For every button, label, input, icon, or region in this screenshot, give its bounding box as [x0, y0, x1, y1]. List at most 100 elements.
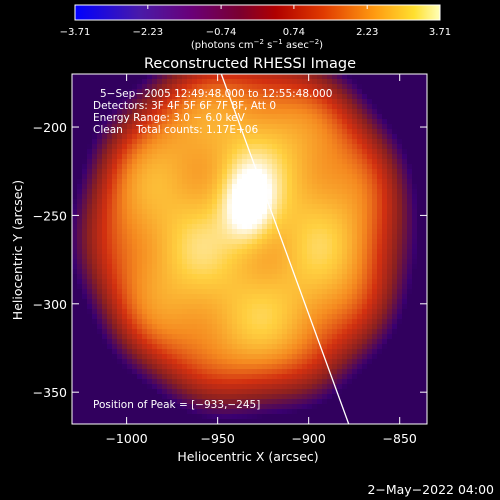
heatmap-cell: [287, 89, 293, 95]
heatmap-cell: [177, 254, 183, 260]
heatmap-cell: [167, 299, 173, 305]
heatmap-cell: [92, 189, 98, 195]
heatmap-cell: [152, 74, 158, 80]
heatmap-cell: [367, 259, 373, 265]
heatmap-cell: [342, 224, 348, 230]
heatmap-cell: [162, 219, 168, 225]
heatmap-cell: [127, 99, 133, 105]
heatmap-cell: [102, 189, 108, 195]
heatmap-cell: [262, 294, 268, 300]
heatmap-cell: [337, 264, 343, 270]
heatmap-cell: [302, 414, 308, 420]
heatmap-cell: [312, 259, 318, 265]
heatmap-cell: [267, 219, 273, 225]
heatmap-cell: [107, 254, 113, 260]
heatmap-cell: [382, 234, 388, 240]
heatmap-cell: [242, 404, 248, 410]
heatmap-cell: [117, 364, 123, 370]
heatmap-cell: [257, 114, 263, 120]
heatmap-cell: [162, 404, 168, 410]
heatmap-cell: [317, 249, 323, 255]
heatmap-cell: [307, 399, 313, 405]
heatmap-cell: [342, 184, 348, 190]
heatmap-cell: [147, 154, 153, 160]
heatmap-cell: [197, 304, 203, 310]
heatmap-cell: [392, 269, 398, 275]
heatmap-cell: [327, 274, 333, 280]
heatmap-cell: [237, 344, 243, 350]
heatmap-cell: [182, 139, 188, 145]
heatmap-cell: [352, 199, 358, 205]
heatmap-cell: [182, 404, 188, 410]
heatmap-cell: [192, 394, 198, 400]
heatmap-cell: [232, 199, 238, 205]
heatmap-cell: [347, 109, 353, 115]
heatmap-cell: [152, 84, 158, 90]
heatmap-cell: [262, 399, 268, 405]
heatmap-cell: [137, 154, 143, 160]
heatmap-cell: [257, 154, 263, 160]
heatmap-cell: [147, 149, 153, 155]
heatmap-cell: [107, 204, 113, 210]
heatmap-cell: [92, 129, 98, 135]
heatmap-cell: [137, 234, 143, 240]
heatmap-cell: [417, 264, 423, 270]
heatmap-cell: [287, 389, 293, 395]
heatmap-cell: [402, 239, 408, 245]
heatmap-cell: [172, 279, 178, 285]
heatmap-cell: [327, 344, 333, 350]
heatmap-cell: [77, 119, 83, 125]
heatmap-cell: [152, 119, 158, 125]
heatmap-cell: [367, 369, 373, 375]
heatmap-cell: [72, 219, 78, 225]
heatmap-cell: [357, 94, 363, 100]
heatmap-cell: [72, 304, 78, 310]
heatmap-cell: [342, 134, 348, 140]
heatmap-cell: [212, 204, 218, 210]
heatmap-cell: [362, 309, 368, 315]
heatmap-cell: [412, 419, 418, 424]
heatmap-cell: [137, 294, 143, 300]
heatmap-cell: [232, 224, 238, 230]
heatmap-cell: [292, 179, 298, 185]
heatmap-cell: [402, 159, 408, 165]
heatmap-cell: [152, 304, 158, 310]
heatmap-cell: [137, 379, 143, 385]
heatmap-cell: [402, 419, 408, 424]
heatmap-cell: [92, 169, 98, 175]
heatmap-cell: [157, 219, 163, 225]
heatmap-cell: [377, 384, 383, 390]
heatmap-cell: [157, 74, 163, 80]
heatmap-cell: [227, 234, 233, 240]
heatmap-cell: [397, 319, 403, 325]
heatmap-cell: [332, 279, 338, 285]
heatmap-cell: [342, 349, 348, 355]
heatmap-cell: [197, 399, 203, 405]
heatmap-cell: [347, 409, 353, 415]
heatmap-cell: [352, 309, 358, 315]
heatmap-cell: [352, 394, 358, 400]
heatmap-cell: [422, 104, 427, 110]
heatmap-cell: [122, 359, 128, 365]
heatmap-cell: [127, 254, 133, 260]
heatmap-cell: [422, 299, 427, 305]
heatmap-cell: [102, 229, 108, 235]
heatmap-cell: [352, 334, 358, 340]
heatmap-cell: [267, 309, 273, 315]
heatmap-cell: [272, 254, 278, 260]
heatmap-cell: [322, 284, 328, 290]
heatmap-cell: [142, 229, 148, 235]
heatmap-cell: [112, 234, 118, 240]
heatmap-cell: [237, 84, 243, 90]
heatmap-cell: [422, 169, 427, 175]
heatmap-cell: [197, 74, 203, 80]
heatmap-cell: [182, 314, 188, 320]
heatmap-cell: [397, 224, 403, 230]
heatmap-cell: [182, 174, 188, 180]
heatmap-cell: [237, 149, 243, 155]
heatmap-cell: [222, 254, 228, 260]
heatmap-cell: [337, 349, 343, 355]
heatmap-cell: [277, 219, 283, 225]
heatmap-cell: [387, 269, 393, 275]
heatmap-cell: [257, 389, 263, 395]
